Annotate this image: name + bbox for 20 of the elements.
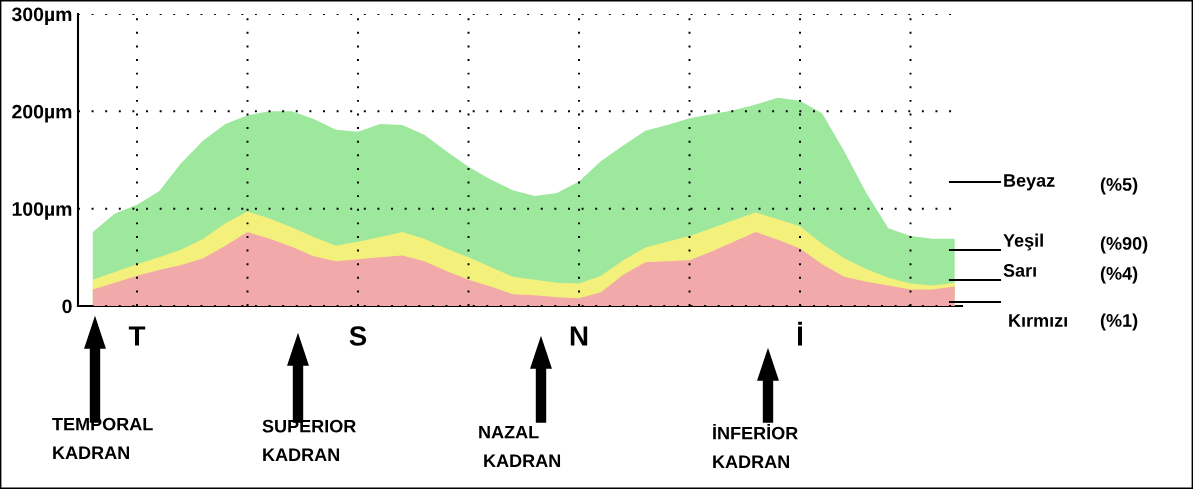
x-tick-label: N — [570, 326, 588, 346]
y-tick-label: 0 — [62, 299, 72, 314]
text: NAZAL KADRAN — [479, 425, 561, 467]
y-tick-label: 200µm — [12, 104, 72, 123]
x-tick-label: S — [349, 326, 367, 346]
y-tick-label: 100µm — [12, 202, 72, 220]
x-tick-label: T — [128, 326, 146, 346]
text: Kırmızı — [1009, 314, 1067, 327]
text: Sarı — [1003, 264, 1036, 277]
text: (%90) — [1100, 236, 1148, 254]
text: SUPERIOR KADRAN — [262, 419, 356, 461]
text: (%1) — [1100, 313, 1138, 331]
text: (%4) — [1100, 266, 1138, 284]
text: Yeşil — [1003, 233, 1043, 251]
text: Beyaz — [1004, 174, 1055, 191]
text: TEMPORAL KADRAN — [52, 417, 153, 459]
text: (%5) — [1100, 177, 1138, 195]
text: İNFERİOR KADRAN — [713, 423, 798, 468]
x-tick-label: İ — [798, 321, 803, 346]
y-tick-label: 300µm — [11, 7, 72, 26]
